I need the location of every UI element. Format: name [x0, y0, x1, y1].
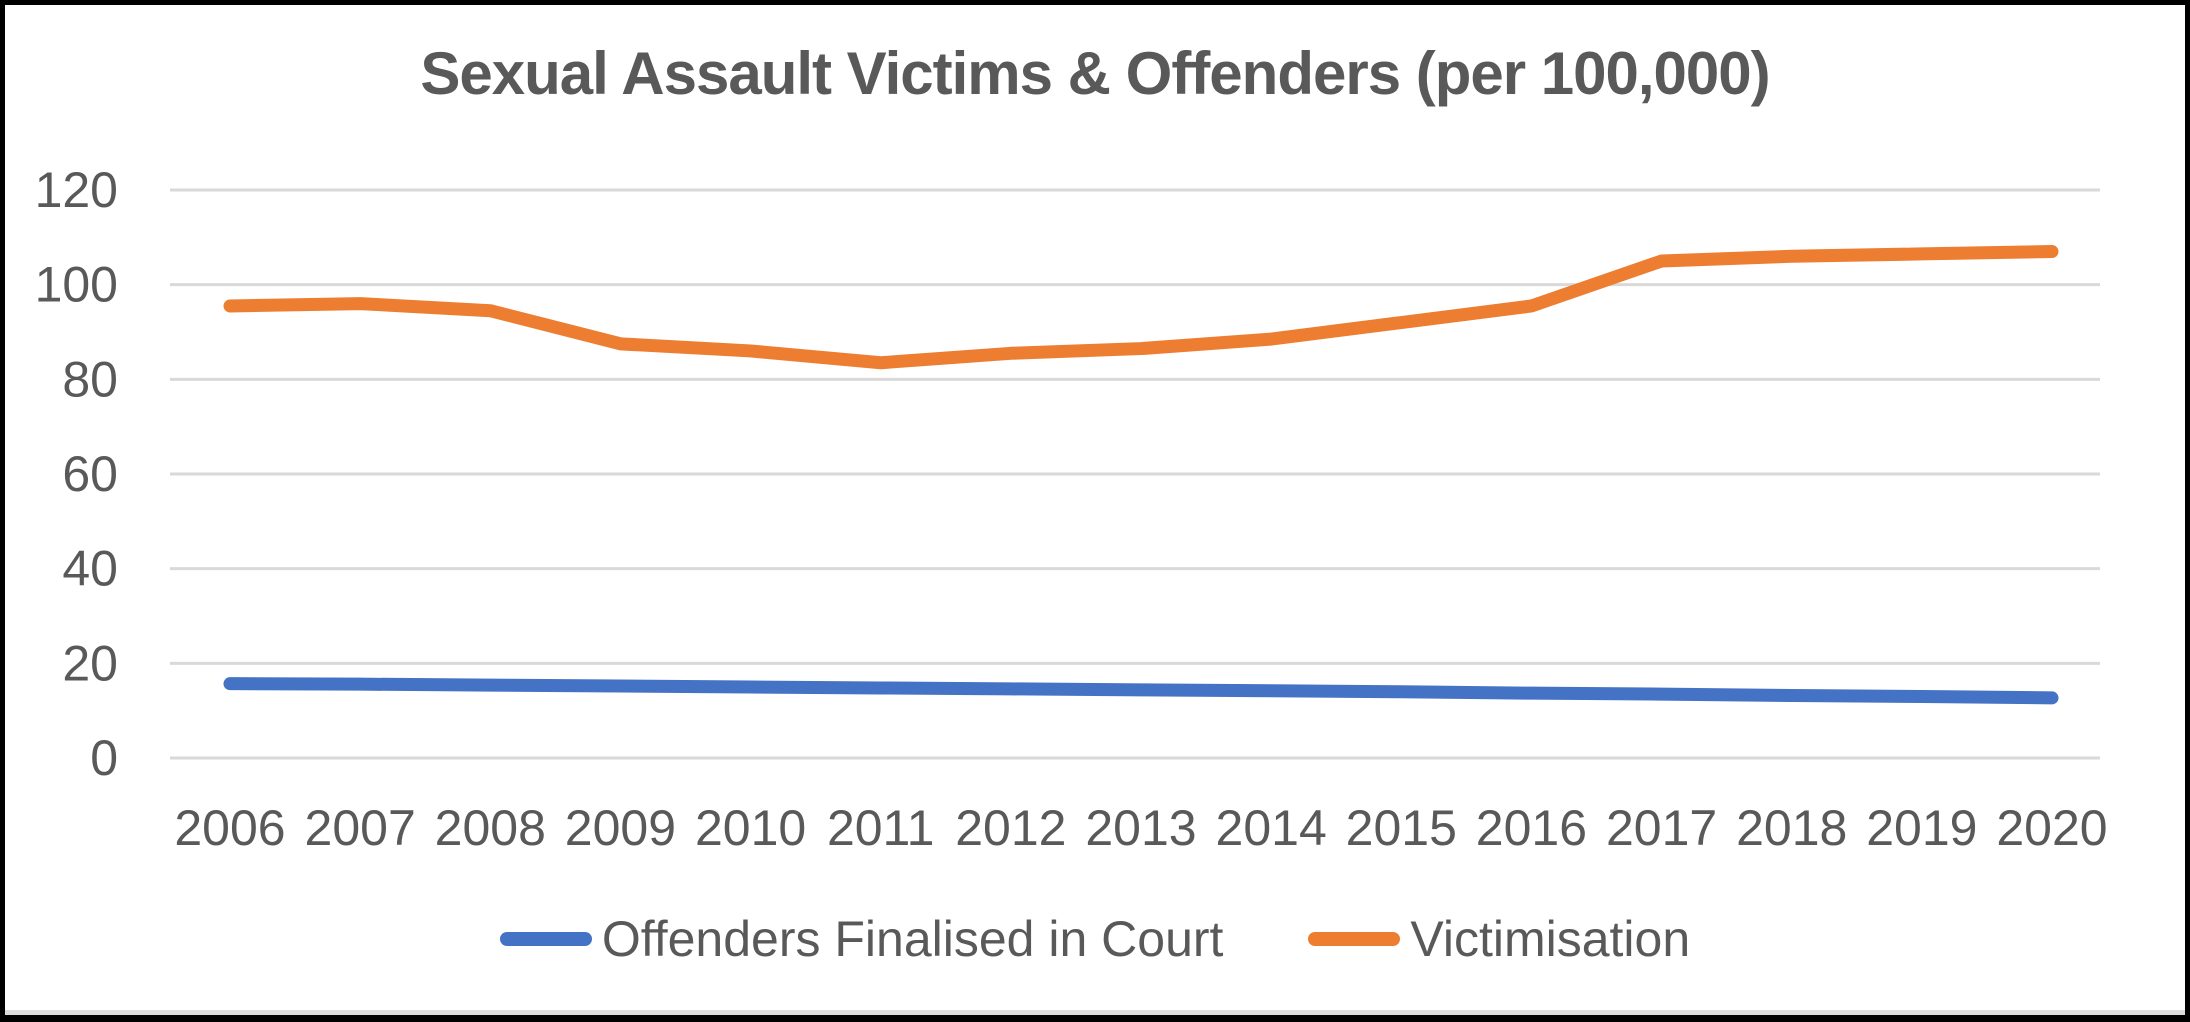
legend-label-victimisation: Victimisation	[1410, 911, 1691, 967]
legend: Offenders Finalised in Court Victimisati…	[5, 910, 2185, 968]
x-axis-labels-group: 2006 2007 2008 2009 2010 2011 2012 2013 2014 2015…	[174, 800, 2107, 856]
victimisation-line	[223, 245, 2059, 370]
y-axis-label: 40	[62, 541, 118, 597]
x-axis-label: 2020	[1996, 800, 2107, 856]
x-axis-label: 2008	[435, 800, 546, 856]
offenders-line	[223, 677, 2059, 705]
x-axis-label: 2007	[305, 800, 416, 856]
y-axis-label: 80	[62, 351, 118, 407]
x-axis-label: 2019	[1866, 800, 1977, 856]
plot-area: 0 20 40 60 80 100 120 2006 2007 2008 2009 2010 2011…	[35, 162, 2108, 856]
legend-label-offenders: Offenders Finalised in Court	[601, 911, 1224, 967]
y-axis-labels-group: 0 20 40 60 80 100 120	[35, 162, 118, 786]
window-bottom-edge	[5, 1010, 2185, 1015]
x-axis-label: 2017	[1606, 800, 1717, 856]
y-axis-label: 0	[90, 730, 118, 786]
gridlines-group	[170, 188, 2100, 760]
x-axis-label: 2006	[174, 800, 285, 856]
chart-title: Sexual Assault Victims & Offenders (per …	[420, 40, 1770, 107]
y-axis-label: 100	[35, 257, 118, 313]
x-axis-label: 2011	[827, 800, 935, 856]
x-axis-label: 2013	[1085, 800, 1196, 856]
y-axis-label: 20	[62, 635, 118, 691]
legend-item-offenders: Offenders Finalised in Court	[499, 910, 1224, 968]
x-axis-label: 2009	[565, 800, 676, 856]
x-axis-label: 2014	[1216, 800, 1327, 856]
offenders-legend-dash-icon	[499, 932, 592, 946]
x-axis-label: 2016	[1476, 800, 1587, 856]
x-axis-label: 2012	[955, 800, 1066, 856]
x-axis-label: 2018	[1736, 800, 1847, 856]
y-axis-label: 60	[62, 446, 118, 502]
victimisation-legend-dash-icon	[1308, 932, 1401, 946]
x-axis-label: 2010	[695, 800, 806, 856]
y-axis-label: 120	[35, 162, 118, 218]
x-axis-label: 2015	[1346, 800, 1457, 856]
legend-item-victimisation: Victimisation	[1308, 910, 1690, 968]
